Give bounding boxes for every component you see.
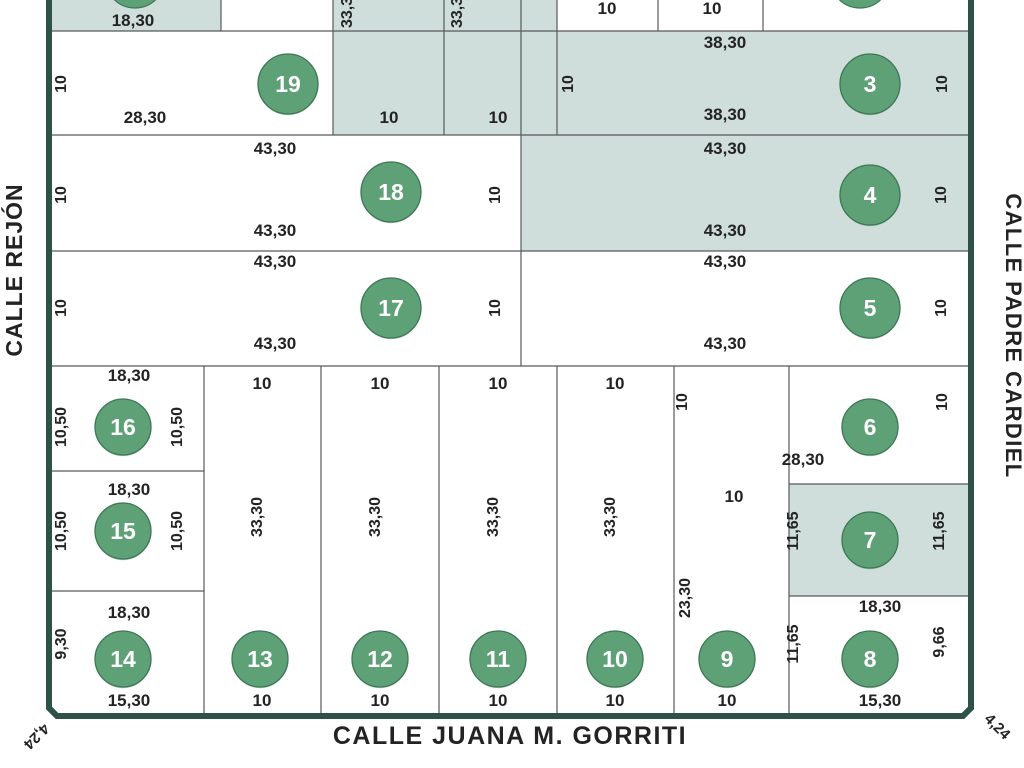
svg-text:10: 10 (934, 393, 951, 411)
svg-text:10: 10 (53, 299, 70, 317)
svg-text:10: 10 (53, 186, 70, 204)
svg-text:10: 10 (602, 646, 628, 672)
svg-text:10,50: 10,50 (53, 511, 70, 551)
svg-text:10: 10 (674, 393, 691, 411)
svg-text:43,30: 43,30 (254, 139, 297, 158)
svg-text:16: 16 (110, 414, 136, 440)
svg-text:43,30: 43,30 (254, 334, 297, 353)
svg-text:18,30: 18,30 (108, 603, 151, 622)
svg-text:10: 10 (934, 75, 951, 93)
svg-text:33,30: 33,30 (249, 497, 266, 537)
svg-text:7: 7 (864, 527, 877, 553)
svg-text:18,30: 18,30 (108, 480, 151, 499)
svg-text:9,30: 9,30 (53, 628, 70, 659)
svg-text:10: 10 (253, 691, 272, 710)
svg-text:10: 10 (606, 374, 625, 393)
svg-text:CALLE REJÓN: CALLE REJÓN (0, 183, 27, 356)
svg-text:18,30: 18,30 (112, 11, 155, 30)
svg-text:33,30: 33,30 (449, 0, 466, 28)
svg-text:3: 3 (864, 71, 877, 97)
svg-text:10,50: 10,50 (169, 407, 186, 447)
svg-text:33,30: 33,30 (339, 0, 356, 28)
svg-text:10: 10 (53, 75, 70, 93)
svg-text:10: 10 (253, 374, 272, 393)
svg-text:43,30: 43,30 (704, 221, 747, 240)
svg-text:18,30: 18,30 (859, 597, 902, 616)
svg-text:11: 11 (486, 646, 511, 672)
svg-text:10: 10 (487, 299, 504, 317)
svg-text:28,30: 28,30 (124, 108, 167, 127)
svg-text:10: 10 (718, 691, 737, 710)
svg-text:10: 10 (560, 75, 577, 93)
svg-text:10: 10 (487, 186, 504, 204)
svg-text:10: 10 (371, 374, 390, 393)
svg-text:10: 10 (489, 374, 508, 393)
svg-text:33,30: 33,30 (602, 497, 619, 537)
svg-text:10: 10 (933, 186, 950, 204)
svg-text:CALLE PADRE CARDIEL: CALLE PADRE CARDIEL (1001, 193, 1024, 478)
svg-text:10,50: 10,50 (169, 511, 186, 551)
svg-text:11,65: 11,65 (785, 511, 802, 550)
svg-text:33,30: 33,30 (485, 497, 502, 537)
svg-text:38,30: 38,30 (704, 33, 747, 52)
svg-text:9: 9 (721, 646, 734, 672)
svg-text:12: 12 (367, 646, 393, 672)
svg-text:43,30: 43,30 (254, 221, 297, 240)
svg-text:43,30: 43,30 (704, 252, 747, 271)
svg-text:10: 10 (489, 691, 508, 710)
svg-text:10: 10 (598, 0, 617, 18)
svg-text:43,30: 43,30 (254, 252, 297, 271)
svg-text:43,30: 43,30 (704, 139, 747, 158)
svg-text:CALLE JUANA M. GORRITI: CALLE JUANA M. GORRITI (333, 722, 687, 750)
svg-text:10: 10 (725, 487, 744, 506)
svg-text:33,30: 33,30 (367, 497, 384, 537)
svg-text:10: 10 (606, 691, 625, 710)
svg-text:38,30: 38,30 (704, 105, 747, 124)
svg-text:10: 10 (371, 691, 390, 710)
svg-text:4: 4 (864, 182, 877, 208)
svg-text:14: 14 (110, 646, 136, 672)
svg-text:15,30: 15,30 (859, 691, 902, 710)
svg-text:17: 17 (378, 295, 404, 321)
svg-text:28,30: 28,30 (782, 450, 825, 469)
svg-text:5: 5 (864, 295, 877, 321)
svg-text:10,50: 10,50 (53, 407, 70, 447)
svg-text:8: 8 (864, 646, 877, 672)
svg-text:11,65: 11,65 (785, 624, 802, 663)
svg-text:10: 10 (933, 299, 950, 317)
svg-text:10: 10 (380, 108, 399, 127)
svg-text:10: 10 (703, 0, 722, 18)
svg-text:13: 13 (247, 646, 273, 672)
svg-text:19: 19 (275, 71, 301, 97)
svg-text:43,30: 43,30 (704, 334, 747, 353)
svg-text:18: 18 (378, 179, 404, 205)
svg-text:15,30: 15,30 (108, 691, 151, 710)
svg-text:15: 15 (110, 518, 136, 544)
svg-text:9,66: 9,66 (931, 626, 948, 657)
svg-text:6: 6 (864, 414, 877, 440)
svg-text:11,65: 11,65 (931, 511, 948, 550)
svg-text:23,30: 23,30 (677, 578, 694, 618)
svg-text:10: 10 (489, 108, 508, 127)
svg-text:18,30: 18,30 (108, 366, 151, 385)
